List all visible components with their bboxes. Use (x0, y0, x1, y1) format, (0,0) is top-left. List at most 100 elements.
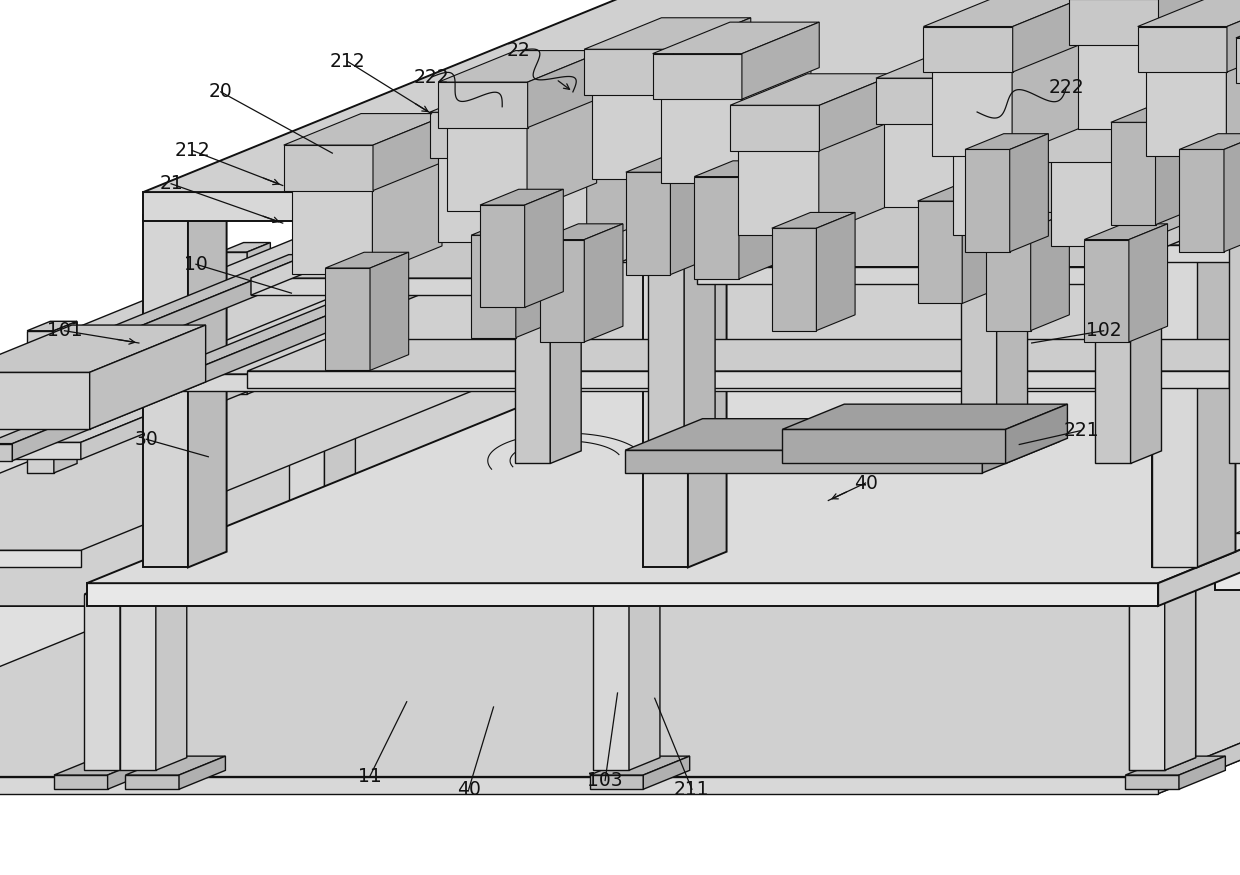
Polygon shape (539, 224, 622, 240)
Polygon shape (771, 228, 816, 331)
Polygon shape (120, 594, 156, 770)
Polygon shape (1229, 166, 1240, 179)
Polygon shape (439, 51, 605, 82)
Text: 30: 30 (134, 430, 159, 449)
Polygon shape (593, 594, 629, 770)
Polygon shape (289, 368, 356, 380)
Polygon shape (730, 74, 897, 105)
Polygon shape (771, 213, 856, 228)
Polygon shape (590, 756, 689, 775)
Polygon shape (1095, 166, 1162, 179)
Polygon shape (1229, 179, 1240, 464)
Polygon shape (742, 69, 811, 183)
Polygon shape (0, 222, 622, 443)
Polygon shape (1179, 134, 1240, 150)
Polygon shape (480, 189, 563, 205)
Polygon shape (694, 177, 739, 279)
Polygon shape (661, 98, 742, 183)
Polygon shape (924, 0, 1090, 26)
Polygon shape (1158, 332, 1240, 606)
Polygon shape (27, 321, 77, 331)
Polygon shape (682, 368, 713, 556)
Polygon shape (1128, 581, 1195, 594)
Polygon shape (0, 443, 81, 459)
Polygon shape (997, 166, 1028, 464)
Polygon shape (1146, 0, 1229, 10)
Polygon shape (1154, 368, 1185, 556)
Polygon shape (1043, 116, 1132, 162)
Polygon shape (1215, 0, 1240, 192)
Polygon shape (0, 525, 1240, 777)
Polygon shape (694, 161, 777, 177)
Polygon shape (952, 150, 1033, 234)
Polygon shape (818, 121, 888, 234)
Polygon shape (1158, 354, 1240, 794)
Polygon shape (610, 380, 646, 556)
Polygon shape (1118, 368, 1185, 380)
Polygon shape (84, 581, 151, 594)
Polygon shape (1084, 224, 1168, 240)
Polygon shape (610, 368, 677, 380)
Polygon shape (0, 255, 315, 460)
Polygon shape (986, 213, 1069, 228)
Polygon shape (84, 594, 120, 770)
Polygon shape (0, 444, 12, 460)
Text: 11: 11 (357, 767, 382, 787)
Polygon shape (1128, 594, 1164, 770)
Polygon shape (730, 105, 820, 150)
Polygon shape (373, 114, 450, 191)
Polygon shape (649, 179, 684, 464)
Polygon shape (1095, 179, 1131, 464)
Polygon shape (248, 371, 1230, 388)
Polygon shape (884, 123, 965, 207)
Text: 40: 40 (456, 780, 481, 799)
Text: 40: 40 (853, 473, 878, 493)
Polygon shape (1236, 6, 1240, 38)
Polygon shape (644, 200, 727, 215)
Polygon shape (646, 368, 677, 556)
Polygon shape (1030, 213, 1069, 331)
Polygon shape (254, 573, 308, 588)
Polygon shape (982, 419, 1060, 473)
Polygon shape (593, 581, 660, 594)
Polygon shape (584, 49, 673, 94)
Polygon shape (1190, 0, 1229, 363)
Polygon shape (179, 756, 226, 789)
Polygon shape (188, 200, 227, 567)
Polygon shape (516, 220, 554, 338)
Polygon shape (515, 166, 582, 179)
Polygon shape (1128, 224, 1168, 342)
Polygon shape (370, 252, 409, 370)
Polygon shape (1179, 756, 1225, 789)
Polygon shape (372, 161, 441, 275)
Polygon shape (961, 179, 997, 464)
Polygon shape (688, 200, 727, 567)
Polygon shape (742, 22, 820, 99)
Polygon shape (629, 581, 660, 770)
Polygon shape (646, 10, 691, 363)
Polygon shape (590, 775, 644, 789)
Polygon shape (1224, 134, 1240, 252)
Polygon shape (1226, 0, 1240, 72)
Polygon shape (1009, 134, 1048, 252)
Text: 222: 222 (1049, 78, 1084, 97)
Polygon shape (875, 78, 965, 123)
Polygon shape (0, 332, 706, 583)
Polygon shape (1152, 200, 1235, 215)
Polygon shape (1131, 132, 1200, 246)
Polygon shape (1164, 581, 1195, 770)
Polygon shape (221, 252, 247, 395)
Polygon shape (673, 18, 750, 94)
Polygon shape (125, 756, 226, 775)
Polygon shape (12, 255, 476, 460)
Polygon shape (1126, 775, 1179, 789)
Polygon shape (1152, 215, 1197, 567)
Polygon shape (1164, 581, 1195, 770)
Polygon shape (697, 147, 1240, 267)
Polygon shape (1043, 85, 1209, 116)
Polygon shape (1152, 0, 1240, 567)
Polygon shape (1132, 85, 1209, 162)
Polygon shape (289, 380, 325, 556)
Text: 212: 212 (330, 52, 365, 71)
Polygon shape (625, 450, 982, 472)
